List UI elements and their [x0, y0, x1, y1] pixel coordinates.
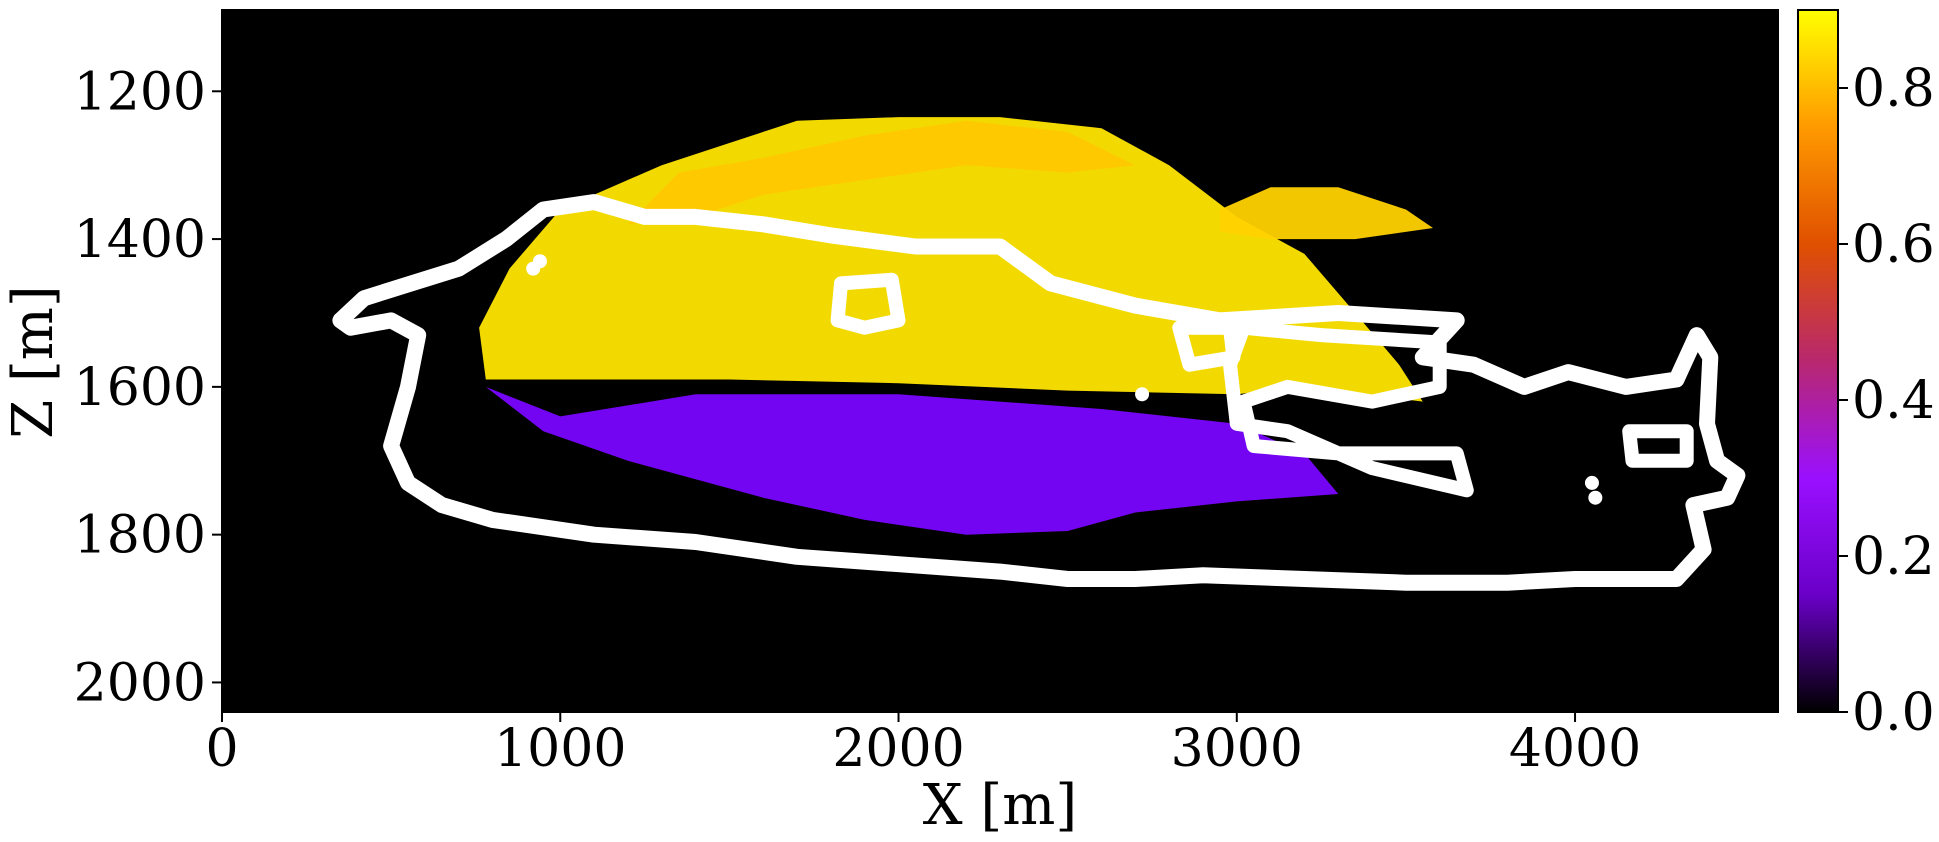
- colorbar-tick-label-2: 0.4: [1852, 371, 1935, 431]
- heatmap-region-2: [627, 120, 1136, 225]
- x-tick-label-4: 4000: [1509, 719, 1641, 779]
- contour-outer: [332, 194, 1746, 591]
- colorbar-tick-label-1: 0.2: [1852, 527, 1935, 587]
- y-axis-ticks: 1200 1400 1600 1800 2000: [74, 62, 222, 713]
- contour-inner-1: [1622, 424, 1694, 468]
- y-tick-label-4: 2000: [74, 653, 206, 713]
- y-tick-label-3: 1800: [74, 506, 206, 566]
- colorbar: [1797, 9, 1839, 713]
- x-tick-label-3: 3000: [1171, 719, 1303, 779]
- contour-mark-3: [532, 254, 547, 269]
- contour-inner-2: [830, 272, 906, 335]
- colorbar-tick-label-0: 0.0: [1852, 683, 1935, 743]
- y-tick-label-2: 1600: [74, 358, 206, 418]
- heatmap-region-0: [485, 386, 1339, 535]
- colorbar-ticks: 0.0 0.2 0.4 0.6 0.8: [1838, 59, 1935, 743]
- contour-mark-0: [1584, 475, 1599, 490]
- plot-frame: [221, 9, 1779, 713]
- x-tick-label-0: 0: [205, 719, 238, 779]
- x-tick-label-2: 2000: [832, 719, 964, 779]
- y-tick-label-1: 1400: [74, 210, 206, 270]
- x-axis-label: X [m]: [923, 773, 1077, 838]
- heatmap-region-3: [1219, 187, 1433, 240]
- colorbar-tick-label-4: 0.8: [1852, 59, 1935, 119]
- contour-mark-1: [1588, 490, 1603, 505]
- x-axis-ticks: 0 1000 2000 3000 4000: [205, 712, 1641, 779]
- contour-layer: [332, 194, 1746, 591]
- contour-mark-4: [1135, 387, 1150, 402]
- contour-inner-0: [1223, 320, 1474, 498]
- y-axis-label: Z [m]: [1, 285, 66, 439]
- y-tick-label-0: 1200: [74, 62, 206, 122]
- colorbar-tick-label-3: 0.6: [1852, 215, 1935, 275]
- contour-inner-3: [1172, 320, 1241, 372]
- x-tick-label-1: 1000: [494, 719, 626, 779]
